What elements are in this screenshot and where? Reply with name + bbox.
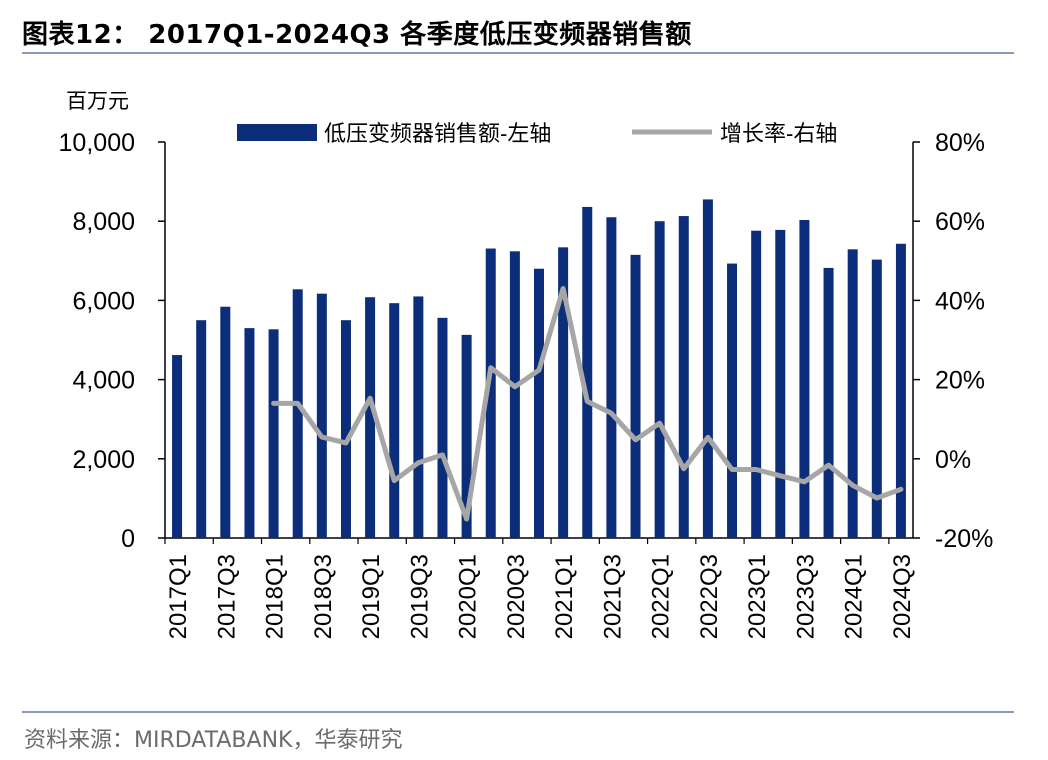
bar-2024Q3 xyxy=(895,243,906,538)
x-tick-label: 2023Q3 xyxy=(792,554,819,639)
line-series xyxy=(271,286,904,522)
legend-bar-swatch xyxy=(237,124,317,141)
figure-title: 图表12： 2017Q1-2024Q3 各季度低压变频器销售额 xyxy=(22,20,692,50)
x-tick-label: 2017Q3 xyxy=(213,554,240,639)
left-axis-ticks: 0 2,000 4,000 6,000 8,000 10,000 xyxy=(59,129,165,553)
bar-2023Q3 xyxy=(799,220,810,538)
left-tick-label: 8,000 xyxy=(72,208,135,236)
source-rule xyxy=(22,711,1014,713)
bar-2021Q3 xyxy=(606,217,617,539)
x-tick-label: 2018Q3 xyxy=(310,554,337,639)
bar-2023Q1 xyxy=(751,230,762,539)
bar-2019Q3 xyxy=(413,296,424,538)
left-tick-label: 10,000 xyxy=(59,129,135,157)
x-tick-label: 2020Q1 xyxy=(455,554,482,639)
x-tick-label: 2018Q1 xyxy=(262,554,289,639)
x-tick-label: 2024Q1 xyxy=(841,554,868,639)
x-tick-label: 2022Q3 xyxy=(696,554,723,639)
bar-2019Q4 xyxy=(437,317,448,538)
bar-2021Q1 xyxy=(558,247,569,538)
bar-2023Q4 xyxy=(823,267,834,538)
left-tick-label: 2,000 xyxy=(72,446,135,474)
right-tick-label: 40% xyxy=(935,287,985,315)
right-tick-label: -20% xyxy=(935,525,993,553)
bar-2023Q2 xyxy=(775,229,786,539)
bar-2022Q2 xyxy=(678,216,689,538)
bar-2019Q1 xyxy=(365,297,376,538)
chart: 百万元 0 2,000 4,000 6,000 8,000 10,000 -20% 0% 20… xyxy=(59,90,994,639)
left-tick-label: 6,000 xyxy=(72,287,135,315)
bar-2021Q4 xyxy=(630,254,641,539)
right-tick-label: 0% xyxy=(935,446,971,474)
legend: 低压变频器销售额-左轴 增长率-右轴 xyxy=(237,121,837,146)
bar-2024Q2 xyxy=(871,259,882,538)
left-tick-label: 0 xyxy=(121,525,135,553)
x-tick-label: 2023Q1 xyxy=(744,554,771,639)
bar-2017Q2 xyxy=(196,320,207,538)
bar-2018Q1 xyxy=(268,329,279,538)
x-tick-label: 2019Q3 xyxy=(406,554,433,639)
bar-2018Q2 xyxy=(292,289,303,538)
bar-2022Q1 xyxy=(654,221,665,538)
x-axis-ticks: 2017Q1 2017Q3 2018Q1 2018Q3 2019Q1 2019Q3 2020… xyxy=(164,538,916,639)
x-tick-label: 2020Q3 xyxy=(503,554,530,639)
left-axis-unit: 百万元 xyxy=(66,90,129,113)
bar-2022Q4 xyxy=(727,263,738,538)
x-tick-label: 2019Q1 xyxy=(358,554,385,639)
left-tick-label: 4,000 xyxy=(72,367,135,395)
bar-2020Q4 xyxy=(534,268,544,538)
bar-2017Q3 xyxy=(220,306,231,538)
x-tick-label: 2021Q3 xyxy=(599,554,626,639)
bar-2017Q1 xyxy=(172,355,183,538)
right-tick-label: 80% xyxy=(935,129,985,157)
x-tick-label: 2021Q1 xyxy=(551,554,578,639)
bar-2020Q3 xyxy=(509,251,520,538)
bar-2021Q2 xyxy=(582,206,593,538)
legend-bar-label: 低压变频器销售额-左轴 xyxy=(324,121,551,146)
right-tick-label: 20% xyxy=(935,367,985,395)
x-tick-label: 2017Q1 xyxy=(165,554,192,639)
bar-2020Q2 xyxy=(485,248,496,539)
right-axis-ticks: -20% 0% 20% 40% 60% 80% xyxy=(913,129,993,553)
title-rule xyxy=(22,52,1014,54)
growth-rate-line xyxy=(271,286,904,522)
bar-2020Q1 xyxy=(461,334,472,538)
source-note: 资料来源：MIRDATABANK，华泰研究 xyxy=(24,728,403,753)
bar-2024Q1 xyxy=(847,249,858,539)
bar-2019Q2 xyxy=(389,303,400,538)
x-tick-label: 2022Q1 xyxy=(648,554,675,639)
bar-2018Q4 xyxy=(340,320,351,538)
right-tick-label: 60% xyxy=(935,208,985,236)
bar-series xyxy=(172,199,906,539)
x-tick-label: 2024Q3 xyxy=(889,554,916,639)
bar-2018Q3 xyxy=(316,293,327,538)
bar-2017Q4 xyxy=(244,328,255,538)
bar-2022Q3 xyxy=(702,199,713,539)
legend-line-label: 增长率-右轴 xyxy=(720,121,837,146)
